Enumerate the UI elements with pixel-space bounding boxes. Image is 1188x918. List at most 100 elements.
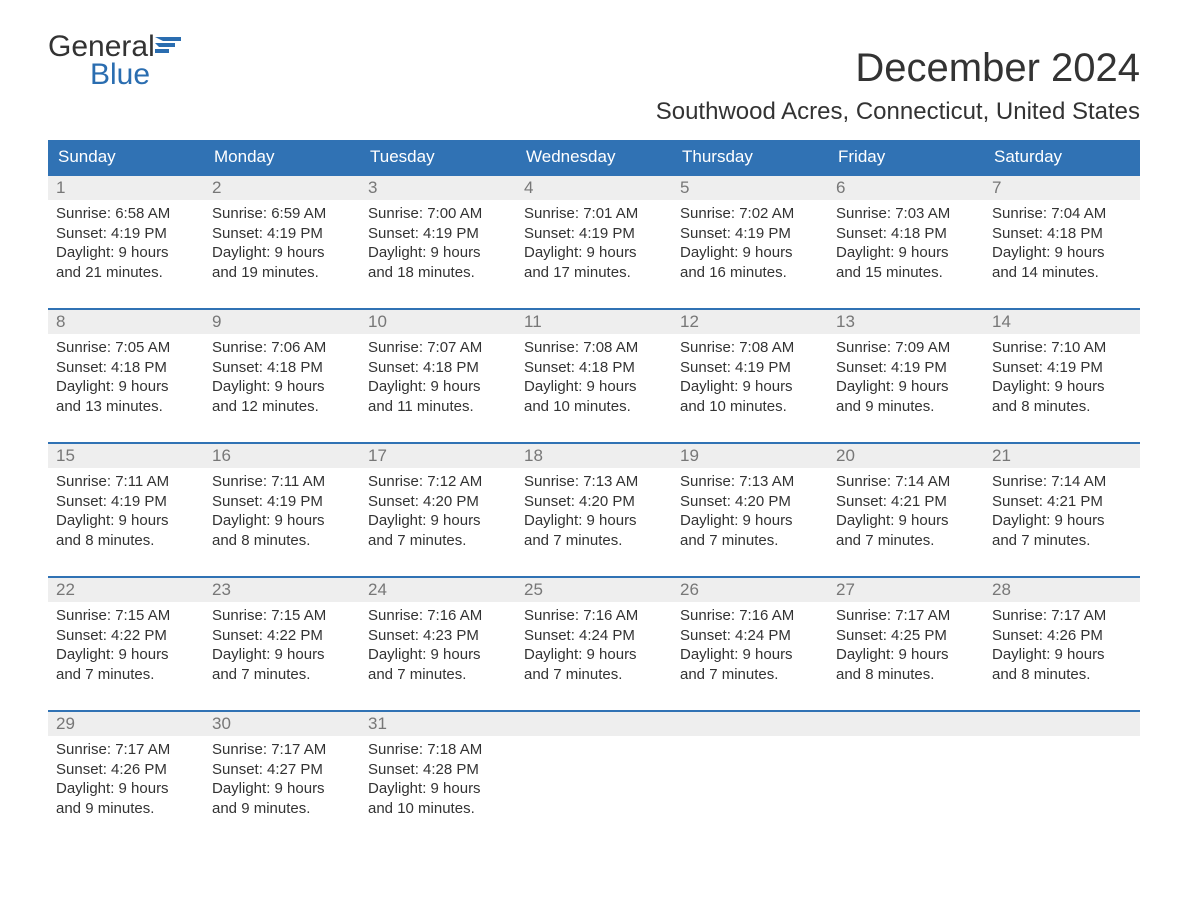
day-details: Sunrise: 7:17 AMSunset: 4:27 PMDaylight:… [204,736,360,824]
calendar-day-cell: 25Sunrise: 7:16 AMSunset: 4:24 PMDayligh… [516,578,672,692]
day-dl1: Daylight: 9 hours [680,645,820,665]
day-number: 18 [516,444,672,468]
day-dl2: and 7 minutes. [680,665,820,685]
day-sunset: Sunset: 4:18 PM [212,358,352,378]
day-sunset: Sunset: 4:18 PM [836,224,976,244]
logo-text-blue: Blue [90,58,181,92]
day-dl1: Daylight: 9 hours [524,645,664,665]
day-details [516,736,672,746]
day-details: Sunrise: 7:09 AMSunset: 4:19 PMDaylight:… [828,334,984,422]
day-dl1: Daylight: 9 hours [836,645,976,665]
day-details: Sunrise: 7:15 AMSunset: 4:22 PMDaylight:… [204,602,360,690]
day-details: Sunrise: 7:18 AMSunset: 4:28 PMDaylight:… [360,736,516,824]
day-details: Sunrise: 7:14 AMSunset: 4:21 PMDaylight:… [828,468,984,556]
day-header-monday: Monday [204,140,360,174]
day-details: Sunrise: 7:13 AMSunset: 4:20 PMDaylight:… [516,468,672,556]
day-details: Sunrise: 7:11 AMSunset: 4:19 PMDaylight:… [48,468,204,556]
day-details: Sunrise: 7:17 AMSunset: 4:25 PMDaylight:… [828,602,984,690]
calendar-day-cell: 13Sunrise: 7:09 AMSunset: 4:19 PMDayligh… [828,310,984,424]
day-dl2: and 9 minutes. [212,799,352,819]
calendar-body: 1Sunrise: 6:58 AMSunset: 4:19 PMDaylight… [48,174,1140,826]
day-dl2: and 7 minutes. [368,531,508,551]
day-details: Sunrise: 7:00 AMSunset: 4:19 PMDaylight:… [360,200,516,288]
day-sunset: Sunset: 4:25 PM [836,626,976,646]
page-title: December 2024 [855,46,1140,91]
day-sunrise: Sunrise: 7:15 AM [212,606,352,626]
calendar-day-cell [984,712,1140,826]
header: General Blue December 2024 [48,30,1140,92]
day-dl1: Daylight: 9 hours [368,243,508,263]
calendar-day-cell: 19Sunrise: 7:13 AMSunset: 4:20 PMDayligh… [672,444,828,558]
calendar-day-cell: 2Sunrise: 6:59 AMSunset: 4:19 PMDaylight… [204,176,360,290]
day-number: 8 [48,310,204,334]
calendar-day-cell: 9Sunrise: 7:06 AMSunset: 4:18 PMDaylight… [204,310,360,424]
day-details: Sunrise: 7:16 AMSunset: 4:23 PMDaylight:… [360,602,516,690]
calendar-day-cell: 28Sunrise: 7:17 AMSunset: 4:26 PMDayligh… [984,578,1140,692]
day-number: 3 [360,176,516,200]
day-header-saturday: Saturday [984,140,1140,174]
day-details: Sunrise: 7:13 AMSunset: 4:20 PMDaylight:… [672,468,828,556]
day-details: Sunrise: 6:58 AMSunset: 4:19 PMDaylight:… [48,200,204,288]
day-dl2: and 7 minutes. [836,531,976,551]
day-sunrise: Sunrise: 7:14 AM [836,472,976,492]
day-sunrise: Sunrise: 7:01 AM [524,204,664,224]
day-sunrise: Sunrise: 7:10 AM [992,338,1132,358]
calendar-day-cell: 16Sunrise: 7:11 AMSunset: 4:19 PMDayligh… [204,444,360,558]
calendar-header-row: Sunday Monday Tuesday Wednesday Thursday… [48,140,1140,174]
day-sunrise: Sunrise: 7:08 AM [680,338,820,358]
day-number [828,712,984,736]
day-sunset: Sunset: 4:19 PM [680,358,820,378]
calendar-day-cell: 22Sunrise: 7:15 AMSunset: 4:22 PMDayligh… [48,578,204,692]
calendar-day-cell: 21Sunrise: 7:14 AMSunset: 4:21 PMDayligh… [984,444,1140,558]
calendar-day-cell: 31Sunrise: 7:18 AMSunset: 4:28 PMDayligh… [360,712,516,826]
day-number: 10 [360,310,516,334]
day-number: 21 [984,444,1140,468]
day-dl1: Daylight: 9 hours [524,243,664,263]
day-number: 4 [516,176,672,200]
day-number [516,712,672,736]
day-sunrise: Sunrise: 7:11 AM [56,472,196,492]
day-details: Sunrise: 7:16 AMSunset: 4:24 PMDaylight:… [516,602,672,690]
calendar-day-cell: 24Sunrise: 7:16 AMSunset: 4:23 PMDayligh… [360,578,516,692]
day-sunset: Sunset: 4:18 PM [368,358,508,378]
day-dl1: Daylight: 9 hours [524,511,664,531]
day-sunset: Sunset: 4:23 PM [368,626,508,646]
day-sunset: Sunset: 4:19 PM [56,224,196,244]
day-sunset: Sunset: 4:19 PM [56,492,196,512]
day-details: Sunrise: 7:11 AMSunset: 4:19 PMDaylight:… [204,468,360,556]
day-dl1: Daylight: 9 hours [212,377,352,397]
calendar-week: 15Sunrise: 7:11 AMSunset: 4:19 PMDayligh… [48,442,1140,558]
day-number: 13 [828,310,984,334]
day-dl1: Daylight: 9 hours [56,243,196,263]
day-dl2: and 10 minutes. [524,397,664,417]
day-dl1: Daylight: 9 hours [368,511,508,531]
day-sunrise: Sunrise: 7:16 AM [368,606,508,626]
day-sunset: Sunset: 4:20 PM [680,492,820,512]
day-dl1: Daylight: 9 hours [56,377,196,397]
day-number: 2 [204,176,360,200]
day-details [828,736,984,746]
day-dl2: and 11 minutes. [368,397,508,417]
day-dl2: and 7 minutes. [524,665,664,685]
day-dl1: Daylight: 9 hours [992,511,1132,531]
day-sunrise: Sunrise: 7:05 AM [56,338,196,358]
day-dl2: and 9 minutes. [56,799,196,819]
day-sunset: Sunset: 4:26 PM [56,760,196,780]
calendar-day-cell: 10Sunrise: 7:07 AMSunset: 4:18 PMDayligh… [360,310,516,424]
day-dl1: Daylight: 9 hours [680,377,820,397]
day-sunset: Sunset: 4:24 PM [680,626,820,646]
day-dl2: and 10 minutes. [368,799,508,819]
calendar-day-cell [828,712,984,826]
day-sunset: Sunset: 4:20 PM [368,492,508,512]
calendar-week: 8Sunrise: 7:05 AMSunset: 4:18 PMDaylight… [48,308,1140,424]
calendar-day-cell: 23Sunrise: 7:15 AMSunset: 4:22 PMDayligh… [204,578,360,692]
day-sunset: Sunset: 4:19 PM [680,224,820,244]
day-dl2: and 8 minutes. [836,665,976,685]
day-dl1: Daylight: 9 hours [368,645,508,665]
day-details: Sunrise: 7:01 AMSunset: 4:19 PMDaylight:… [516,200,672,288]
day-number: 26 [672,578,828,602]
day-header-tuesday: Tuesday [360,140,516,174]
calendar-week: 22Sunrise: 7:15 AMSunset: 4:22 PMDayligh… [48,576,1140,692]
day-dl1: Daylight: 9 hours [680,243,820,263]
day-header-thursday: Thursday [672,140,828,174]
